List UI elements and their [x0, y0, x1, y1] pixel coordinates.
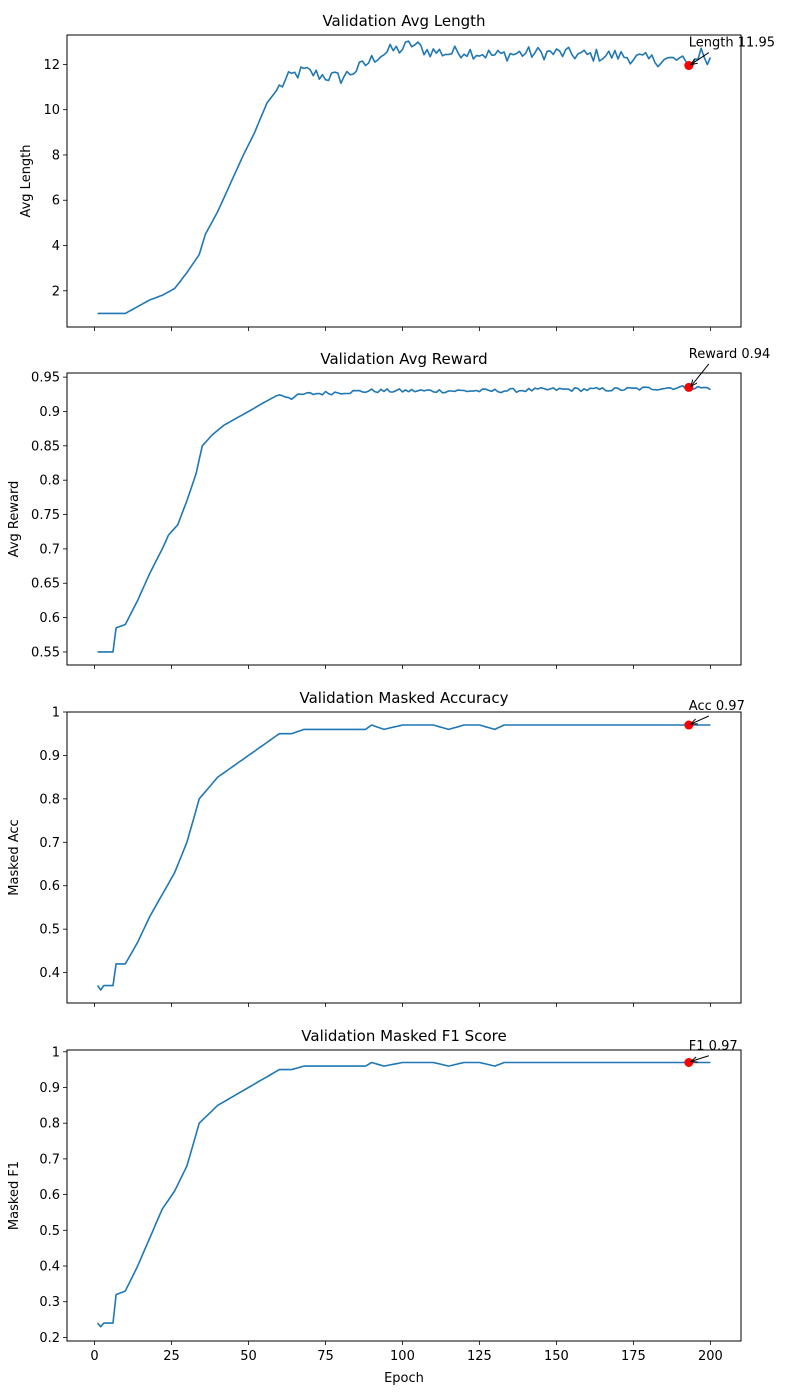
y-tick-label: 0.55: [31, 645, 60, 660]
annotation-arrowhead: [690, 379, 698, 388]
y-tick-label: 4: [52, 239, 60, 254]
annotation-arrowhead: [689, 58, 698, 66]
y-tick-label: 0.95: [31, 371, 60, 386]
y-axis-label: Masked Acc: [7, 819, 22, 895]
y-tick-label: 0.65: [31, 577, 60, 592]
y-tick-label: 0.6: [39, 879, 60, 894]
y-axis-label: Avg Reward: [7, 481, 22, 558]
highlight-point: [684, 720, 694, 730]
y-tick-label: 1: [52, 706, 60, 721]
y-tick-label: 0.4: [39, 966, 60, 981]
series-line: [97, 384, 711, 653]
x-tick-label: 200: [698, 1349, 723, 1364]
annotation-label: Acc 0.97: [689, 699, 745, 714]
x-tick-label: 25: [163, 1349, 180, 1364]
y-tick-label: 8: [52, 148, 60, 163]
annotation-arrow: [690, 52, 710, 65]
annotation-label: Length 11.95: [689, 36, 775, 51]
chart-title: Validation Masked Accuracy: [300, 689, 509, 707]
plot-frame: [66, 711, 742, 1004]
y-tick-label: 0.7: [39, 542, 60, 557]
annotation-arrowhead: [689, 1056, 698, 1063]
series-line: [96, 724, 711, 991]
y-tick-label: 0.4: [39, 1260, 60, 1275]
y-tick-label: 0.5: [39, 1224, 60, 1239]
plot-frame: [66, 1049, 742, 1342]
x-tick-label: 100: [390, 1349, 415, 1364]
y-tick-label: 0.9: [39, 749, 60, 764]
y-tick-label: 6: [52, 194, 60, 209]
y-tick-label: 0.8: [39, 1117, 60, 1132]
x-tick-label: 75: [317, 1349, 334, 1364]
y-tick-label: 0.9: [39, 1081, 60, 1096]
chart-panel-1: Validation Avg Length 2 4 6 8 10 12 Avg Length L…: [19, 12, 775, 331]
series-line: [97, 40, 712, 315]
y-tick-label: 10: [43, 103, 60, 118]
y-tick-label: 12: [43, 58, 60, 73]
plot-frame: [66, 34, 742, 328]
x-tick-label: 0: [90, 1349, 98, 1364]
y-tick-label: 0.7: [39, 1152, 60, 1167]
annotation-arrowhead: [689, 718, 698, 725]
x-axis-label: Epoch: [384, 1371, 424, 1386]
series-line: [96, 1061, 711, 1328]
plot-frame: [66, 372, 742, 666]
annotation-arrow: [690, 363, 710, 387]
chart-title: Validation Avg Reward: [320, 350, 487, 368]
y-tick-label: 0.7: [39, 836, 60, 851]
x-tick-label: 50: [240, 1349, 257, 1364]
x-tick-label: 125: [467, 1349, 492, 1364]
y-tick-label: 1: [52, 1045, 60, 1060]
x-tick-label: 150: [544, 1349, 569, 1364]
chart-panel-2: Validation Avg Reward 0.55 0.6 0.65 0.7 0.75 0…: [7, 347, 770, 669]
chart-panel-3: Validation Masked Accuracy 0.4 0.5 0.6 0.7 0.…: [7, 689, 745, 1007]
y-tick-label: 0.75: [31, 508, 60, 523]
annotation-label: F1 0.97: [689, 1039, 738, 1054]
annotation-arrow: [690, 715, 710, 725]
chart-panel-4: Validation Masked F1 Score 0.2 0.3 0.4 0.5 0.…: [7, 1027, 742, 1386]
y-tick-label: 0.85: [31, 439, 60, 454]
annotation-arrow: [690, 1055, 709, 1062]
y-tick-label: 0.6: [39, 611, 60, 626]
y-tick-label: 0.6: [39, 1188, 60, 1203]
annotation-label: Reward 0.94: [689, 347, 771, 362]
y-tick-label: 0.5: [39, 923, 60, 938]
y-tick-label: 0.8: [39, 474, 60, 489]
y-axis-label: Masked F1: [7, 1161, 22, 1230]
y-tick-label: 0.9: [39, 405, 60, 420]
highlight-point: [684, 1057, 694, 1067]
x-tick-label: 175: [621, 1349, 646, 1364]
chart-title: Validation Masked F1 Score: [301, 1027, 506, 1045]
y-axis-label: Avg Length: [19, 144, 34, 217]
y-tick-label: 0.2: [39, 1331, 60, 1346]
y-tick-label: 0.3: [39, 1295, 60, 1310]
y-tick-label: 0.8: [39, 792, 60, 807]
y-tick-label: 2: [52, 284, 60, 299]
chart-title: Validation Avg Length: [322, 12, 485, 30]
